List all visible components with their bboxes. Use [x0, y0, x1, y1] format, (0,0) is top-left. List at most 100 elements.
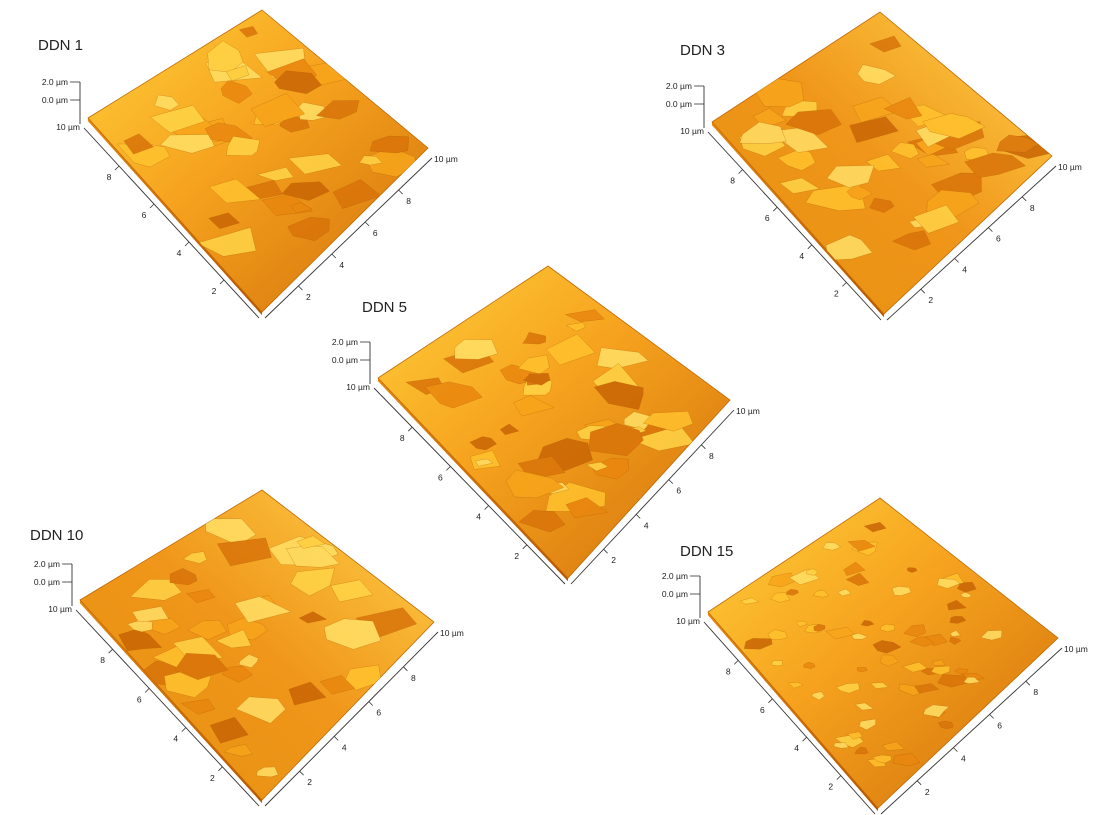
right-axis-tick-label: 8: [406, 196, 411, 206]
surface-grain: [209, 716, 249, 744]
surface-grain: [923, 704, 950, 718]
left-axis-tick-label: 4: [476, 512, 481, 522]
surface-grain: [922, 113, 986, 139]
left-axis-max-label: 10 µm: [346, 382, 370, 392]
surface-grain: [837, 588, 852, 597]
left-axis-tick-label: 6: [765, 213, 770, 223]
surface-grain: [174, 653, 229, 680]
panel-title: DDN 5: [362, 299, 407, 316]
right-axis-tick: [298, 285, 303, 291]
left-axis-tick-label: 6: [438, 472, 443, 482]
surface-grain: [785, 588, 799, 596]
surface-grain: [825, 234, 873, 261]
left-axis-tick: [144, 688, 150, 693]
surface-grain: [949, 630, 961, 637]
surface-grain: [505, 469, 565, 499]
left-axis-tick-label: 8: [107, 172, 112, 182]
surface-grain: [892, 752, 921, 767]
surface-grain: [208, 178, 262, 204]
surface-grain: [863, 522, 887, 533]
left-axis-line: [707, 131, 882, 321]
right-axis: 10 µm 8 6 4 2: [264, 628, 464, 807]
right-axis-line: [570, 409, 735, 585]
surface-grain: [585, 461, 609, 472]
afm-panel-ddn-3: 2.0 µm 0.0 µm 10 µm 8 6 4 2 10 µm 8 6 4 2 DDN 3: [666, 11, 1082, 321]
left-axis-line: [83, 127, 260, 319]
surface-grain-texture: [739, 35, 1052, 261]
right-axis-tick-label: 4: [339, 260, 344, 270]
surface-grain: [182, 551, 208, 564]
left-axis-max-label: 10 µm: [676, 616, 700, 626]
left-axis-tick-label: 4: [799, 251, 804, 261]
right-axis-tick-label: 8: [1033, 687, 1038, 697]
surface-left-face: [712, 122, 884, 318]
right-axis-tick: [299, 770, 304, 776]
surface-grain: [825, 626, 856, 640]
surface-grain: [937, 674, 968, 688]
left-axis-tick: [108, 648, 113, 654]
surface-grain: [806, 568, 819, 576]
right-axis-max-label: 10 µm: [434, 154, 458, 164]
surface-grain: [843, 561, 866, 576]
left-axis-max-label: 10 µm: [680, 126, 704, 136]
right-axis-tick-label: 4: [644, 520, 649, 530]
left-axis-tick: [738, 169, 743, 174]
surface-grain: [870, 682, 890, 689]
surface-grain: [854, 702, 875, 711]
right-axis-tick-label: 8: [1030, 203, 1035, 213]
surface-grain: [424, 381, 483, 409]
surface-grain: [909, 636, 935, 647]
surface-grain: [469, 436, 498, 451]
left-axis-tick-label: 8: [100, 655, 105, 665]
right-axis-max-label: 10 µm: [440, 628, 464, 638]
surface-grain: [223, 744, 253, 757]
surface-grain: [255, 167, 295, 182]
left-axis-tick: [218, 766, 223, 772]
afm-panel-ddn-15: 2.0 µm 0.0 µm 10 µm 8 6 4 2 10 µm 8 6 4 2 DDN 15: [662, 497, 1088, 815]
surface-grain: [216, 537, 272, 567]
right-axis-tick: [920, 288, 926, 294]
surface-grain: [907, 567, 918, 573]
left-axis-tick-label: 6: [760, 705, 765, 715]
right-axis-tick: [953, 747, 958, 752]
surface-grain: [931, 659, 946, 666]
surface-grain: [854, 747, 869, 755]
surface-grain: [149, 104, 206, 134]
surface-grain: [903, 624, 926, 637]
right-axis-tick: [1025, 680, 1031, 686]
surface-grain: [522, 332, 546, 345]
surface-grain: [169, 568, 198, 586]
right-axis-tick: [916, 780, 922, 786]
surface-grain: [860, 620, 875, 627]
surface-grain: [856, 667, 868, 673]
left-axis-tick-label: 6: [137, 694, 142, 704]
left-axis-tick-label: 2: [212, 286, 217, 296]
right-axis-line: [886, 165, 1057, 321]
left-axis-tick-label: 2: [834, 288, 839, 298]
surface-grain: [858, 718, 876, 731]
surface-grain: [803, 661, 816, 669]
surface-grain: [879, 623, 896, 633]
surface-grain: [857, 64, 897, 85]
surface-grain: [891, 586, 912, 596]
surface-grain: [323, 618, 382, 650]
surface-grain: [332, 179, 382, 209]
right-axis-tick-label: 6: [376, 708, 381, 718]
surface-grain: [996, 134, 1039, 153]
panel-title: DDN 10: [30, 527, 83, 544]
left-axis: 10 µm 8 6 4 2: [676, 616, 876, 815]
surface-grain: [777, 148, 816, 171]
surface-grain: [238, 26, 258, 38]
right-axis-tick-label: 4: [342, 742, 347, 752]
left-axis-tick: [149, 203, 155, 209]
right-axis-tick-label: 2: [307, 777, 312, 787]
surface-grain: [872, 640, 902, 654]
left-axis-tick: [836, 775, 842, 780]
surface-grain: [937, 720, 954, 730]
z-axis-top-label: 2.0 µm: [332, 337, 358, 347]
surface-grain: [330, 579, 374, 603]
surface-grain: [319, 675, 356, 695]
right-axis: 10 µm 8 6 4 2: [886, 162, 1082, 321]
surface-left-face: [378, 378, 568, 582]
